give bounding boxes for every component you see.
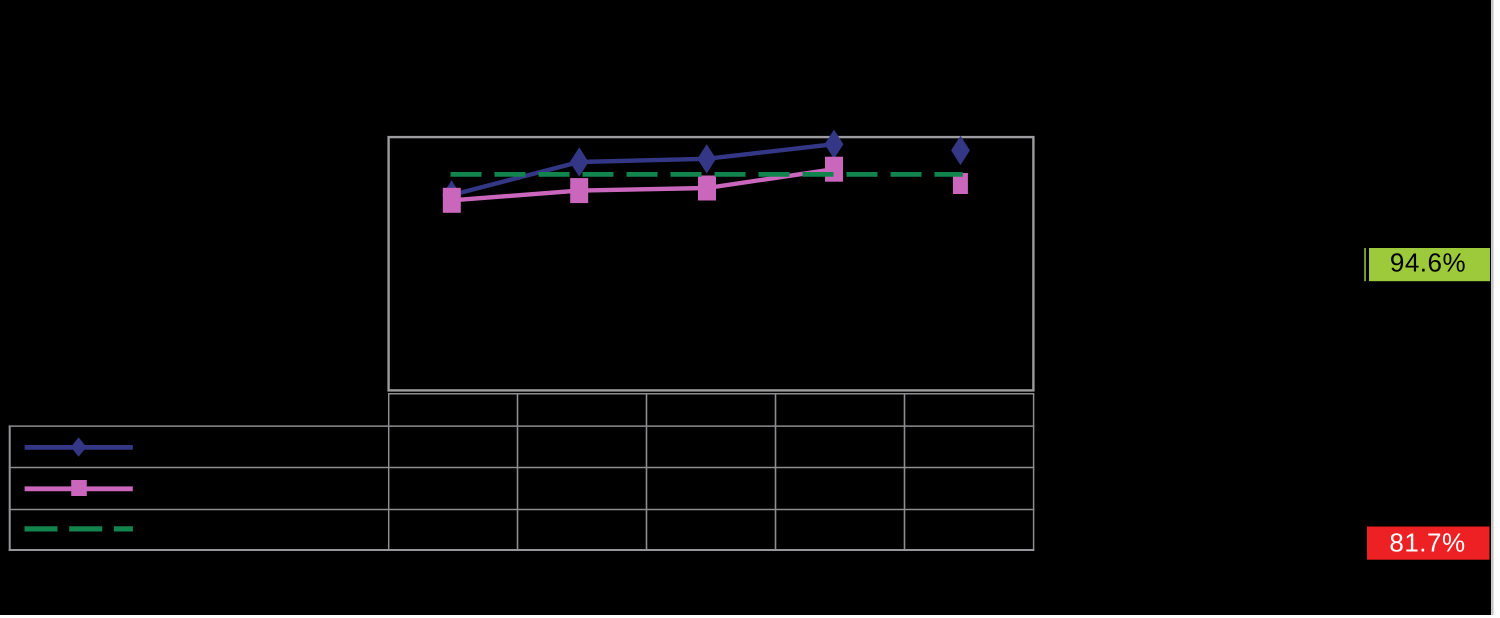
svg-text:81.7%: 81.7% [1389,527,1465,557]
svg-text:94.6%: 94.6% [1390,248,1466,278]
